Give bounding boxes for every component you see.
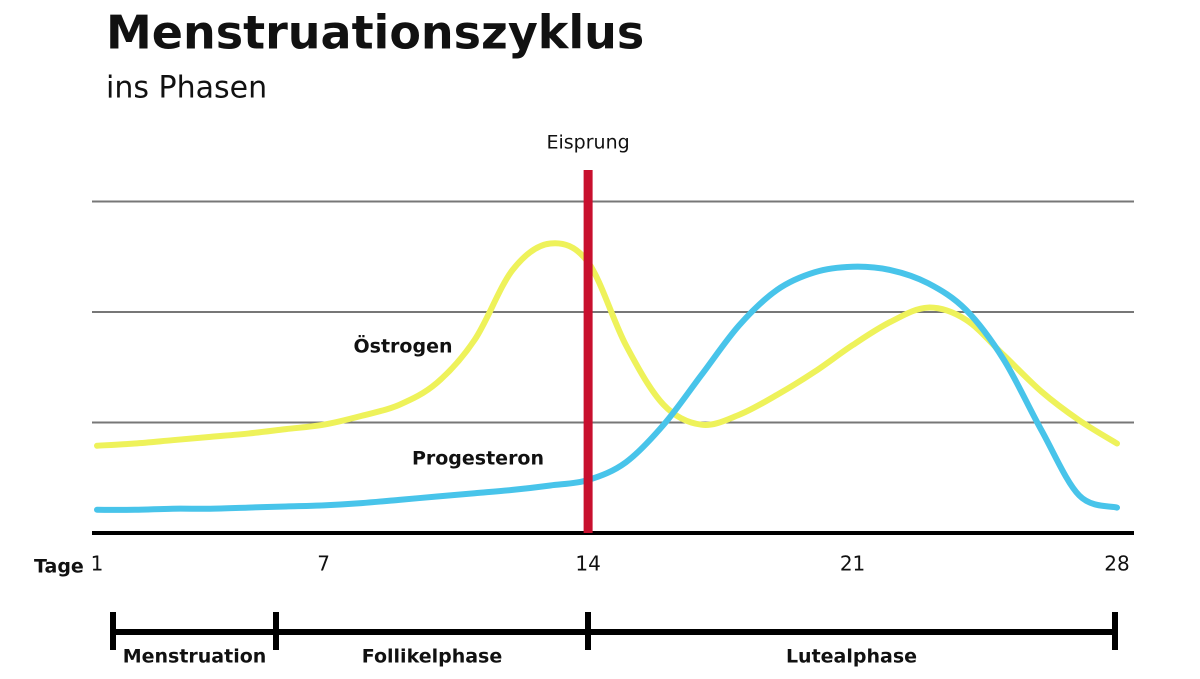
x-axis-label: Tage <box>34 556 84 578</box>
x-tick-label: 7 <box>317 552 330 576</box>
chart-title: Menstruationszyklus <box>106 6 644 60</box>
chart-subtitle: ins Phasen <box>106 71 267 106</box>
x-tick-label: 28 <box>1104 552 1129 576</box>
x-tick-label: 21 <box>840 552 865 576</box>
series-line <box>94 263 1120 513</box>
series-label: Progesteron <box>412 448 544 470</box>
phase-label: Follikelphase <box>362 646 502 668</box>
series-line <box>94 240 1120 449</box>
phase-label: Menstruation <box>123 646 267 668</box>
x-tick-label: 14 <box>575 552 600 576</box>
series-label: Östrogen <box>354 334 453 358</box>
x-tick-label: 1 <box>91 552 104 576</box>
ovulation-label: Eisprung <box>547 132 630 154</box>
phase-label: Lutealphase <box>786 646 917 668</box>
